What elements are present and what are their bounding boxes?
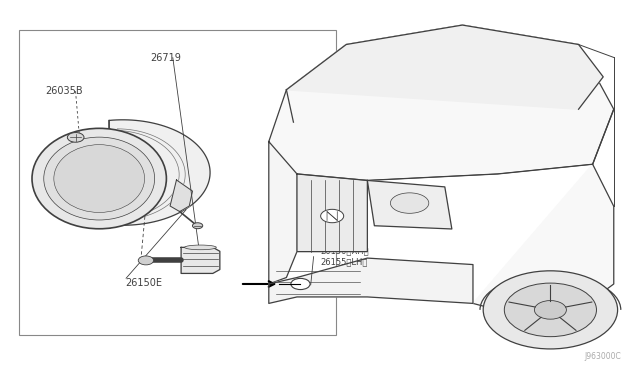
Polygon shape xyxy=(269,142,297,284)
Text: 26150（RH）: 26150（RH） xyxy=(320,247,369,256)
Polygon shape xyxy=(473,164,614,316)
Ellipse shape xyxy=(184,245,216,250)
Circle shape xyxy=(138,256,154,265)
Circle shape xyxy=(483,271,618,349)
Text: 26155（LH）: 26155（LH） xyxy=(320,258,367,267)
Bar xyxy=(19,30,336,335)
Polygon shape xyxy=(170,180,193,212)
Text: 26035B: 26035B xyxy=(45,86,83,96)
Circle shape xyxy=(321,209,344,223)
Circle shape xyxy=(534,301,566,319)
Ellipse shape xyxy=(32,128,166,229)
Text: 26719: 26719 xyxy=(150,53,181,62)
Ellipse shape xyxy=(390,193,429,213)
Polygon shape xyxy=(269,258,473,304)
Polygon shape xyxy=(269,25,614,180)
Ellipse shape xyxy=(44,137,155,220)
Polygon shape xyxy=(181,247,220,273)
Circle shape xyxy=(67,132,84,142)
Circle shape xyxy=(504,283,596,337)
Circle shape xyxy=(193,223,203,229)
Polygon shape xyxy=(287,25,603,109)
Circle shape xyxy=(291,278,310,289)
Polygon shape xyxy=(297,174,367,251)
Polygon shape xyxy=(367,180,452,229)
Text: 26150E: 26150E xyxy=(125,278,162,288)
Ellipse shape xyxy=(54,145,145,212)
Polygon shape xyxy=(109,120,210,228)
Text: J963000C: J963000C xyxy=(584,352,621,361)
